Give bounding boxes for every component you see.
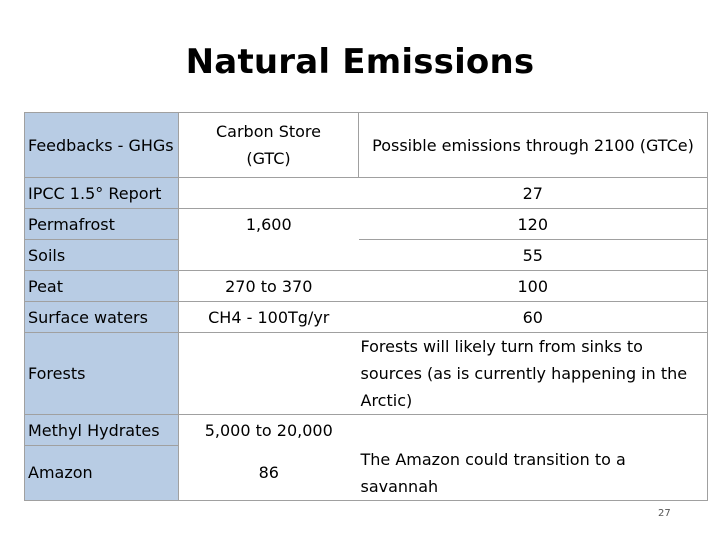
- row-feedback: Soils: [24, 239, 179, 271]
- header-carbon-store-line2: (GTC): [246, 149, 291, 168]
- row-emissions: 100: [358, 270, 708, 302]
- row-carbon-store: [178, 239, 359, 271]
- row-emissions: 60: [358, 301, 708, 333]
- row-carbon-store: 86: [178, 445, 359, 501]
- row-feedback: Forests: [24, 332, 179, 415]
- table-row: Soils 55: [24, 239, 708, 271]
- row-emissions: Forests will likely turn from sinks to s…: [358, 332, 708, 415]
- table-row: Surface waters CH4 - 100Tg/yr 60: [24, 301, 708, 333]
- row-emissions: 120: [358, 208, 708, 240]
- row-carbon-store: 270 to 370: [178, 270, 359, 302]
- table-row: Methyl Hydrates 5,000 to 20,000: [24, 414, 708, 446]
- header-possible-emissions: Possible emissions through 2100 (GTCe): [358, 112, 708, 178]
- table-row: IPCC 1.5° Report 27: [24, 177, 708, 209]
- row-feedback: Amazon: [24, 445, 179, 501]
- row-feedback: Peat: [24, 270, 179, 302]
- table-row: Permafrost 1,600 120: [24, 208, 708, 240]
- slide-title: Natural Emissions: [185, 42, 535, 82]
- row-carbon-store: [178, 332, 359, 415]
- page-number: 27: [658, 508, 671, 519]
- row-feedback: Surface waters: [24, 301, 179, 333]
- row-carbon-store: [178, 177, 359, 209]
- row-carbon-store: 5,000 to 20,000: [204, 420, 333, 440]
- table-row: Amazon 86 The Amazon could transition to…: [24, 445, 708, 501]
- row-carbon-store: 1,600: [245, 214, 292, 234]
- row-emissions: The Amazon could transition to a savanna…: [358, 445, 708, 501]
- row-emissions: 55: [358, 239, 708, 271]
- row-emissions: 27: [358, 177, 708, 209]
- header-feedbacks: Feedbacks - GHGs: [24, 112, 179, 178]
- row-feedback: Permafrost: [24, 208, 179, 240]
- table-row: Peat 270 to 370 100: [24, 270, 708, 302]
- header-carbon-store: Carbon Store (GTC): [178, 112, 359, 178]
- header-carbon-store-line1: Carbon Store: [215, 122, 321, 141]
- row-carbon-store: CH4 - 100Tg/yr: [178, 301, 359, 333]
- row-feedback: IPCC 1.5° Report: [24, 177, 179, 209]
- row-feedback: Methyl Hydrates: [24, 414, 179, 446]
- table-header-row: Feedbacks - GHGs Carbon Store (GTC) Possi…: [24, 112, 708, 178]
- row-emissions: [358, 414, 708, 446]
- emissions-table: Feedbacks - GHGs Carbon Store (GTC) Possi…: [24, 112, 708, 501]
- table-row: Forests Forests will likely turn from si…: [24, 332, 708, 415]
